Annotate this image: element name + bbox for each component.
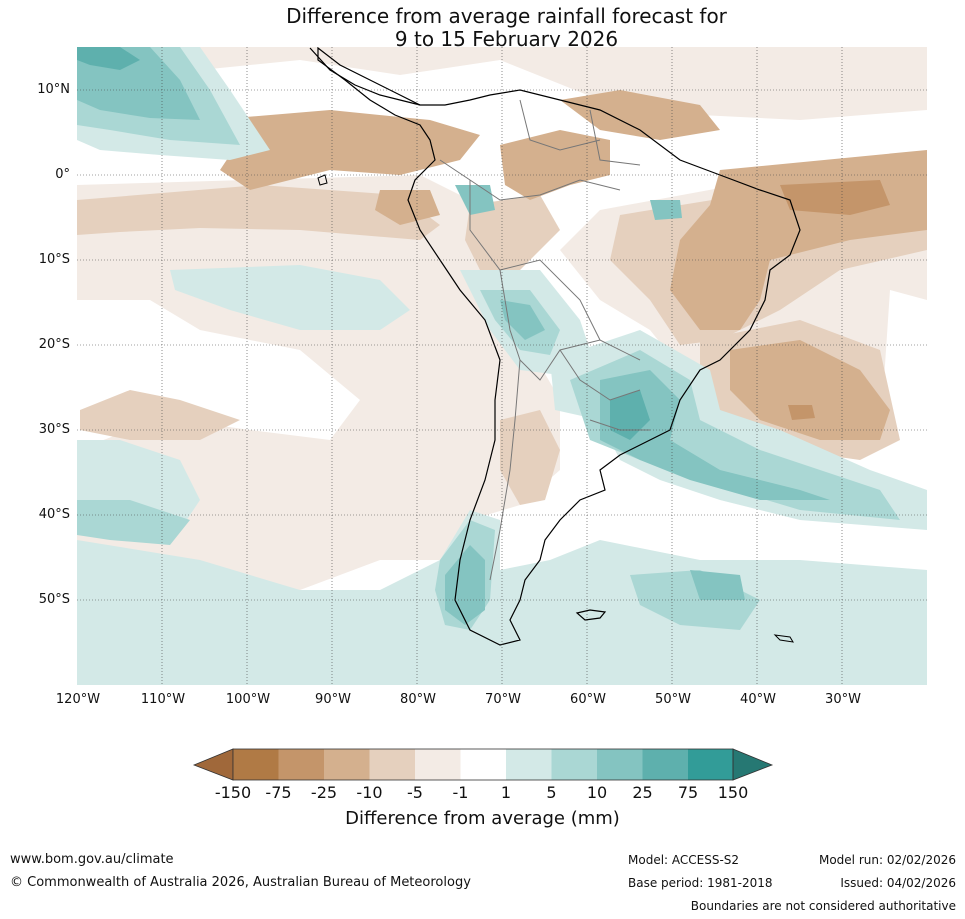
colorbar-tick: 25 [632, 783, 653, 802]
colorbar-tick: 10 [586, 783, 608, 802]
lon-label: 100°W [225, 692, 271, 707]
map-title-line2: 9 to 15 February 2026 [394, 27, 619, 51]
colorbar-tick: -1 [452, 783, 469, 802]
colorbar-low-extend [192, 748, 234, 781]
anomaly-wet-very-strong [610, 390, 650, 440]
anomaly-dry-strong [375, 190, 440, 225]
lon-label: 60°W [570, 692, 606, 707]
colorbar-segment [460, 749, 506, 780]
colorbar-tick: -75 [265, 783, 292, 802]
galapagos-islands [317, 174, 328, 186]
south-america-coastline [317, 47, 801, 646]
central-america-coastline [309, 47, 421, 106]
anomaly-wet-strong [600, 370, 830, 500]
colorbar-segment [324, 749, 370, 780]
lat-label: 0° [55, 167, 70, 182]
anomaly-dry-strong [210, 110, 480, 190]
map-title-line1: Difference from average rainfall forecas… [286, 4, 727, 28]
lat-label: 30°S [38, 422, 70, 437]
island [773, 634, 794, 643]
colorbar-segment [551, 749, 597, 780]
lon-label: 90°W [315, 692, 351, 707]
anomaly-wet-strong [500, 300, 545, 340]
anomaly-dry-moderate [80, 390, 240, 440]
anomaly-dry-strong [560, 90, 720, 140]
lat-label: 10°N [37, 82, 70, 97]
anomaly-wet-light [170, 265, 410, 330]
anomaly-wet-strong [650, 200, 682, 220]
lon-label: 40°W [740, 692, 776, 707]
lat-label: 20°S [38, 337, 70, 352]
copyright: © Commonwealth of Australia 2026, Austra… [10, 875, 471, 890]
colorbar-tick: -10 [356, 783, 383, 802]
lat-label: 40°S [38, 507, 70, 522]
anomaly-dry-moderate [500, 410, 560, 505]
colorbar-tick: 1 [500, 783, 512, 802]
anomaly-dry-moderate [77, 185, 440, 240]
anomaly-wet-light [77, 510, 927, 685]
colorbar-high-extend [732, 748, 774, 781]
lon-label: 70°W [485, 692, 521, 707]
country-borders [439, 99, 650, 581]
colorbar-segment [642, 749, 688, 780]
colorbar-segment [369, 749, 415, 780]
model-run: Model run: 02/02/2026 [818, 853, 956, 867]
lon-label: 110°W [140, 692, 186, 707]
boundaries-disclaimer: Boundaries are not considered authoritat… [690, 899, 956, 913]
colorbar-segment [688, 749, 733, 780]
colorbar-segment [597, 749, 643, 780]
lon-label: 120°W [55, 692, 101, 707]
base-period: Base period: 1981-2018 [628, 876, 773, 890]
colorbar-tick: -5 [407, 783, 423, 802]
colorbar-tick: -25 [310, 783, 338, 802]
anomaly-wet-strong [445, 545, 485, 625]
colorbar-tick: -150 [214, 783, 252, 802]
lon-label: 30°W [825, 692, 861, 707]
anomaly-dry-very-strong [788, 405, 815, 420]
lon-label: 50°W [655, 692, 691, 707]
falkland-islands [575, 609, 607, 621]
anomaly-dry-strong [730, 340, 890, 440]
bom-url[interactable]: www.bom.gov.au/climate [10, 852, 174, 867]
colorbar-segment [506, 749, 552, 780]
lat-label: 50°S [38, 592, 70, 607]
lon-label: 80°W [400, 692, 436, 707]
issued-date: Issued: 04/02/2026 [840, 876, 956, 890]
model-name: Model: ACCESS-S2 [628, 853, 740, 867]
colorbar-tick: 150 [717, 783, 749, 802]
colorbar-segment [415, 749, 461, 780]
colorbar-label: Difference from average (mm) [345, 808, 620, 829]
colorbar-tick: 75 [677, 783, 699, 802]
graticule [77, 47, 927, 685]
anomaly-dry-moderate [465, 195, 560, 270]
anomaly-dry-very-strong [780, 180, 890, 215]
colorbar-segment [233, 749, 279, 780]
colorbar-segment [278, 749, 324, 780]
anomaly-wet-very-strong [77, 47, 140, 70]
anomaly-dry-light [77, 47, 927, 120]
anomaly-wet-strong [690, 570, 745, 600]
anomaly-dry-strong [500, 130, 610, 200]
lat-label: 10°S [38, 252, 70, 267]
colorbar-tick: 5 [546, 783, 557, 802]
colorbar-frame [232, 748, 734, 781]
anomaly-wet-strong [455, 185, 495, 215]
